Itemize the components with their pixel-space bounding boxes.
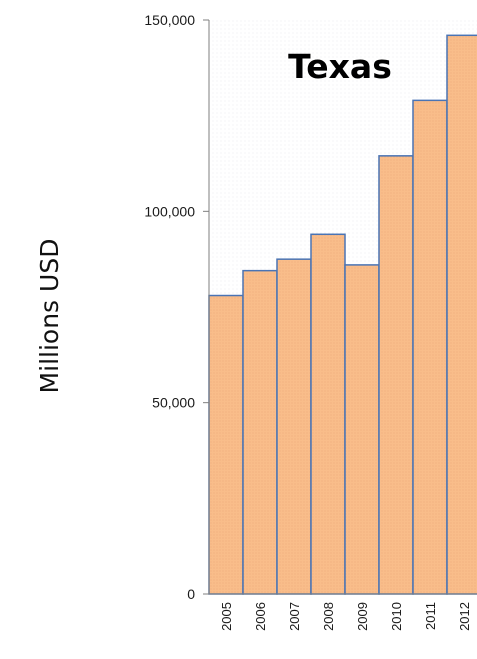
bar-2007 — [276, 258, 312, 595]
x-tick-label: 2007 — [287, 602, 302, 631]
y-tick-labels: 0 50,000 100,000 150,000 — [144, 12, 195, 602]
bar-2005 — [208, 294, 244, 595]
bar-2011 — [412, 99, 448, 595]
x-tick-labels: 2005 2006 2007 2008 2009 2010 2011 2012 — [219, 602, 472, 631]
bar-2010 — [378, 155, 414, 595]
y-tick-label: 150,000 — [144, 12, 195, 28]
y-axis-label: Millions USD — [35, 239, 64, 394]
x-tick-label: 2011 — [423, 602, 438, 630]
bar-2009 — [344, 264, 380, 595]
y-tick-label: 100,000 — [144, 203, 195, 219]
chart-title: Texas — [288, 47, 392, 86]
x-tick-label: 2006 — [253, 602, 268, 631]
x-tick-label: 2009 — [355, 602, 370, 631]
bars-group — [208, 34, 477, 595]
y-tick-label: 50,000 — [152, 395, 195, 411]
bar-2012 — [446, 34, 477, 595]
bar-2006 — [242, 269, 278, 595]
x-tick-label: 2012 — [457, 602, 472, 631]
x-tick-label: 2010 — [389, 602, 404, 631]
bar-2008 — [310, 233, 346, 595]
axes-group — [203, 19, 477, 595]
x-tick-label: 2005 — [219, 602, 234, 631]
y-tick-label: 0 — [187, 586, 195, 602]
x-tick-label: 2008 — [321, 602, 336, 631]
